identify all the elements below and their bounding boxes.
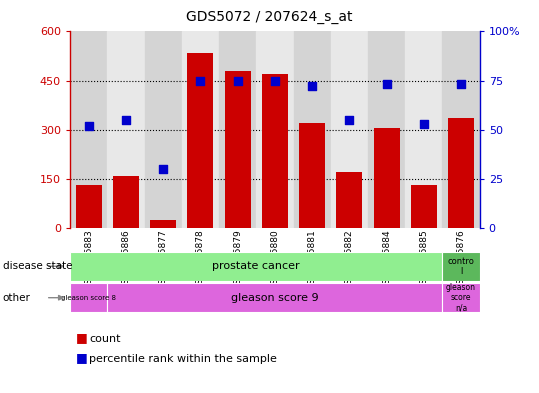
Bar [225,71,251,228]
Point [85,123,93,129]
Bar [336,172,362,228]
Bar [448,118,474,228]
Bar [182,31,219,228]
Bar [443,252,480,281]
Point [196,77,205,84]
Point [382,81,391,88]
Bar [219,31,256,228]
Bar [294,31,331,228]
Point [457,81,465,88]
Point [159,166,168,172]
Bar [188,53,213,228]
Text: gleason score 9: gleason score 9 [231,293,319,303]
Bar [299,123,325,228]
Point [419,121,428,127]
Bar [70,31,107,228]
Point [233,77,242,84]
Text: other: other [3,293,31,303]
Text: contro
l: contro l [448,257,474,276]
Bar [144,31,182,228]
Text: ■: ■ [75,331,87,345]
Bar [107,31,144,228]
Text: ■: ■ [75,351,87,364]
Point [308,83,316,90]
Bar [368,31,405,228]
Point [122,117,130,123]
Bar [70,283,107,312]
Text: prostate cancer: prostate cancer [212,261,300,271]
Text: count: count [89,334,120,344]
Bar [113,176,139,228]
Text: gleason score 8: gleason score 8 [61,295,116,301]
Bar [443,283,480,312]
Point [345,117,354,123]
Bar [262,74,288,228]
Bar [443,31,480,228]
Bar [256,31,294,228]
Bar [107,283,443,312]
Bar [75,185,102,228]
Bar [411,185,437,228]
Text: gleason
score
n/a: gleason score n/a [446,283,476,312]
Bar [331,31,368,228]
Bar [405,31,443,228]
Text: disease state: disease state [3,261,72,271]
Bar [150,220,176,228]
Text: percentile rank within the sample: percentile rank within the sample [89,354,277,364]
Bar [374,128,399,228]
Text: GDS5072 / 207624_s_at: GDS5072 / 207624_s_at [186,10,353,24]
Point [271,77,279,84]
